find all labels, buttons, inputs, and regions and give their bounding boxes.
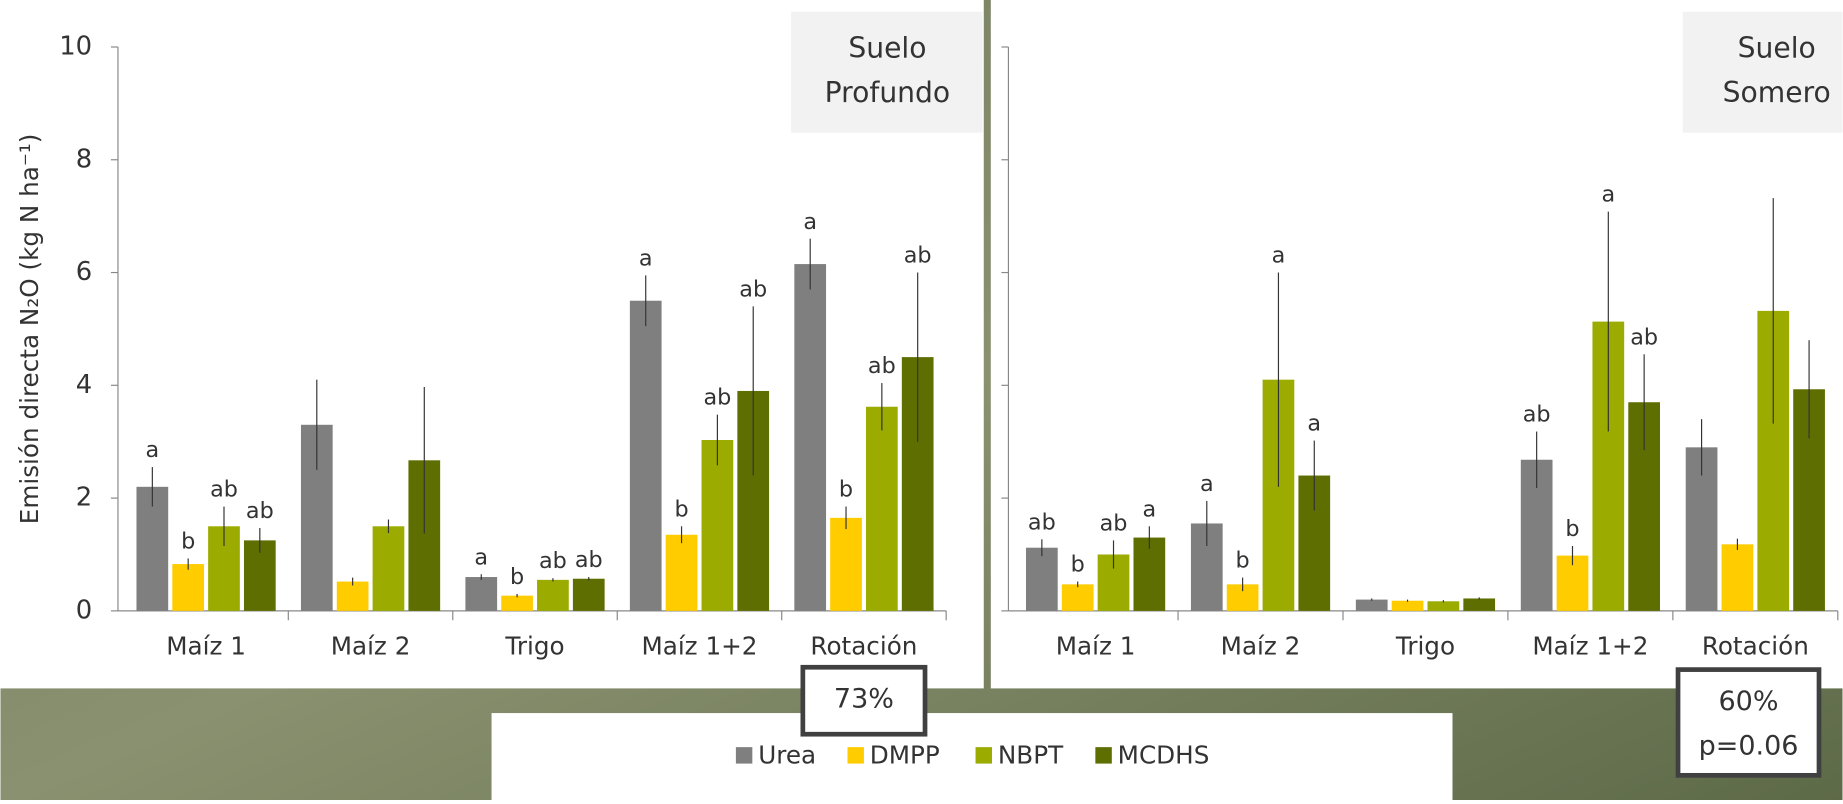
significance-letter: b — [1236, 548, 1250, 574]
reduction-label: 73% — [834, 684, 894, 715]
legend-label: DMPP — [870, 741, 940, 770]
bar — [629, 300, 662, 611]
x-tick-label: Rotación — [810, 631, 917, 660]
significance-letter: b — [181, 528, 195, 554]
bar — [701, 440, 734, 611]
bar — [172, 564, 205, 611]
soil-label-box — [1682, 11, 1843, 133]
bar — [372, 526, 405, 611]
significance-letter: ab — [1523, 402, 1551, 428]
x-tick-label: Maíz 2 — [1221, 631, 1301, 660]
legend-swatch — [975, 747, 992, 764]
significance-letter: ab — [246, 498, 274, 524]
x-tick-label: Maíz 1+2 — [641, 631, 757, 660]
significance-letter: a — [803, 209, 817, 235]
bar — [465, 577, 498, 611]
significance-letter: a — [1142, 496, 1156, 522]
bar — [1355, 599, 1388, 611]
y-tick-label: 10 — [59, 31, 92, 61]
significance-letter: ab — [1100, 510, 1128, 536]
significance-letter: b — [1565, 516, 1579, 542]
y-tick-label: 2 — [76, 483, 92, 513]
legend-box — [491, 713, 1453, 800]
significance-letter: a — [474, 544, 488, 570]
x-tick-label: Maíz 1 — [166, 631, 246, 660]
x-tick-label: Trigo — [1395, 631, 1455, 660]
x-tick-label: Maíz 2 — [331, 631, 411, 660]
soil-label-box — [791, 11, 983, 133]
bar — [1391, 600, 1424, 611]
significance-letter: b — [510, 564, 524, 590]
bar — [1025, 547, 1058, 611]
reduction-box — [1675, 667, 1822, 778]
legend-label: NBPT — [998, 741, 1064, 770]
significance-letter: ab — [1630, 324, 1658, 350]
x-tick-label: Rotación — [1702, 631, 1809, 660]
reduction-box — [800, 664, 928, 737]
bar — [1061, 584, 1094, 611]
significance-letter: a — [145, 437, 159, 463]
bar — [665, 534, 698, 611]
y-tick-label: 0 — [76, 595, 92, 625]
significance-letter: ab — [703, 385, 731, 411]
bar — [1721, 544, 1754, 611]
legend-swatch — [735, 747, 753, 764]
significance-letter: b — [674, 496, 688, 522]
legend-label: Urea — [758, 741, 816, 770]
legend-label: MCDHS — [1118, 741, 1210, 770]
y-tick-label: 8 — [76, 144, 92, 174]
bar — [136, 486, 169, 611]
bar — [336, 581, 369, 611]
bar — [1133, 537, 1166, 611]
significance-letter: a — [639, 245, 653, 271]
y-tick-label: 6 — [76, 257, 92, 287]
bar — [1463, 598, 1496, 611]
y-tick-label: 4 — [76, 370, 92, 400]
x-tick-label: Trigo — [504, 631, 564, 660]
significance-letter: a — [1200, 471, 1214, 497]
reduction-label: p=0.06 — [1699, 731, 1799, 762]
soil-label: Suelo — [848, 31, 926, 64]
bar — [865, 406, 898, 611]
y-axis-title: Emisión directa N₂O (kg N ha⁻¹) — [15, 134, 44, 525]
significance-letter: b — [1071, 552, 1085, 578]
significance-letter: a — [1307, 411, 1321, 437]
significance-letter: a — [1601, 182, 1615, 208]
bar — [830, 517, 862, 611]
bar — [794, 264, 827, 611]
x-tick-label: Maíz 1 — [1056, 631, 1136, 660]
x-tick-label: Maíz 1+2 — [1532, 631, 1648, 660]
significance-letter: ab — [904, 243, 932, 269]
legend-swatch — [847, 747, 864, 764]
significance-letter: ab — [739, 276, 767, 302]
legend-swatch — [1095, 747, 1112, 764]
soil-label: Suelo — [1738, 31, 1816, 64]
significance-letter: b — [839, 477, 853, 503]
bar — [572, 578, 605, 611]
significance-letter: ab — [210, 477, 238, 503]
significance-letter: ab — [575, 547, 603, 573]
reduction-label: 60% — [1719, 686, 1779, 717]
significance-letter: ab — [1028, 509, 1056, 535]
significance-letter: ab — [868, 353, 896, 379]
bar — [501, 595, 533, 611]
significance-letter: ab — [539, 548, 567, 574]
significance-letter: a — [1272, 243, 1286, 269]
bar — [537, 579, 569, 611]
soil-label: Profundo — [825, 76, 951, 109]
bar — [1427, 601, 1460, 611]
soil-label: Somero — [1723, 76, 1831, 109]
